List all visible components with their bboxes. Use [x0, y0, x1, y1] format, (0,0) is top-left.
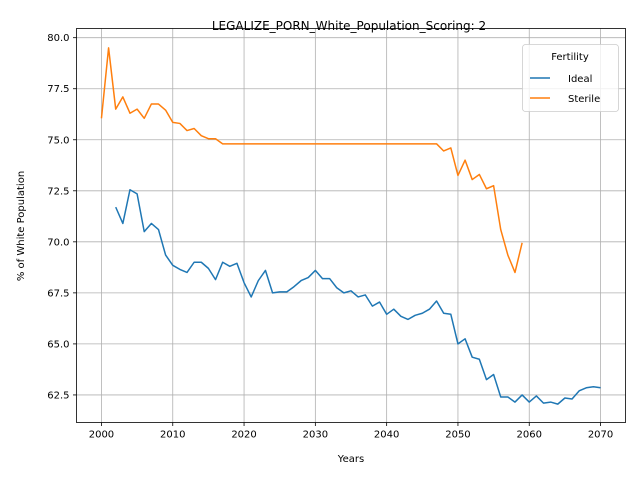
- chart-title: LEGALIZE_PORN_White_Population_Scoring: …: [212, 19, 486, 33]
- legend-frame: [522, 44, 619, 112]
- x-axis-ticks: 2000 2010 2020 2030 2040 2050 2060 2070: [89, 422, 613, 441]
- legend-title: Fertility: [551, 52, 589, 63]
- x-tick-label: 2040: [374, 430, 399, 441]
- x-tick-label: 2060: [517, 430, 542, 441]
- y-tick-label: 65.0: [47, 339, 69, 350]
- y-tick-label: 70.0: [47, 237, 69, 248]
- legend-label-sterile: Sterile: [568, 94, 600, 105]
- series-line-ideal: [115, 189, 601, 405]
- y-axis-ticks: 62.5 65.0 67.5 70.0 72.5 75.0 77.5 80.0: [47, 33, 77, 401]
- legend-label-ideal: Ideal: [568, 74, 592, 85]
- series-line-sterile: [100, 47, 523, 274]
- y-axis-title: % of White Population: [16, 171, 27, 281]
- x-tick-label: 2020: [231, 430, 256, 441]
- x-tick-label: 2010: [160, 430, 185, 441]
- y-tick-label: 67.5: [47, 288, 69, 299]
- x-tick-label: 2030: [303, 430, 328, 441]
- y-tick-label: 72.5: [47, 186, 69, 197]
- series-lines: [100, 47, 601, 405]
- y-tick-label: 77.5: [47, 84, 69, 95]
- x-tick-label: 2000: [89, 430, 114, 441]
- x-tick-label: 2070: [588, 430, 613, 441]
- y-tick-label: 62.5: [47, 390, 69, 401]
- x-tick-label: 2050: [445, 430, 470, 441]
- plot-frame: [76, 28, 626, 423]
- legend: Fertility Ideal Sterile: [522, 44, 619, 112]
- y-tick-label: 75.0: [47, 135, 69, 146]
- x-axis-title: Years: [337, 454, 364, 465]
- y-tick-label: 80.0: [47, 33, 69, 44]
